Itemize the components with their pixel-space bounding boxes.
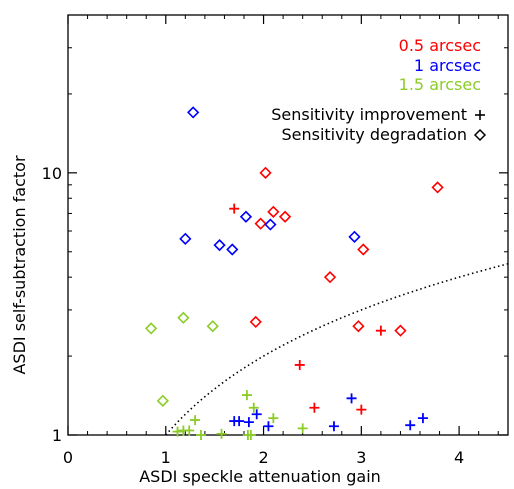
axis-ticks: [67, 15, 508, 436]
x-tick-label: 2: [258, 448, 268, 467]
point-diamond-s2-2: [206, 320, 219, 333]
legend-marker-label-0: Sensitivity improvement: [271, 105, 467, 124]
y-tick-label: 1: [52, 426, 62, 445]
point-diamond-s0-6: [323, 271, 337, 284]
point-diamond-s0-9: [394, 324, 407, 337]
x-axis-title: ASDI speckle attenuation gain: [139, 467, 381, 486]
point-diamond-s1-4: [348, 230, 361, 243]
point-diamond-s0-2: [267, 205, 280, 218]
point-diamond-s1-0: [187, 106, 200, 119]
point-plus-s0-12: [294, 359, 305, 370]
point-plus-s1-9: [243, 417, 254, 428]
point-diamond-s0-8: [352, 320, 365, 333]
point-diamond-s1-2: [264, 218, 277, 231]
legend: 0.5 arcsec 1 arcsec 1.5 arcsec Sensitivi…: [271, 36, 487, 144]
legend-plus-symbol: [475, 110, 485, 120]
point-plus-s2-8: [195, 430, 206, 440]
y-axis-title: ASDI self-subtraction factor: [10, 155, 29, 375]
point-diamond-s0-4: [254, 217, 267, 230]
point-plus-s1-15: [417, 413, 428, 424]
point-plus-s2-9: [216, 428, 227, 439]
point-diamond-s0-1: [431, 181, 444, 194]
legend-marker-label-1: Sensitivity degradation: [281, 125, 467, 144]
point-diamond-s0-0: [259, 166, 272, 179]
data-points: [144, 106, 444, 440]
point-diamond-s2-0: [144, 322, 158, 335]
point-plus-s1-13: [346, 393, 357, 404]
point-plus-s2-13: [248, 402, 259, 413]
y-tick-label: 10: [42, 164, 62, 183]
point-plus-s2-10: [241, 390, 252, 401]
point-diamond-s1-3: [179, 232, 192, 245]
point-plus-s2-15: [297, 423, 308, 434]
point-diamond-s0-3: [278, 210, 292, 223]
point-plus-s1-10: [251, 409, 262, 420]
point-plus-s2-6: [184, 425, 195, 436]
boundary-curve: [165, 262, 509, 436]
point-plus-s1-11: [263, 421, 274, 432]
legend-diamond-symbol: [473, 128, 487, 142]
point-plus-s0-13: [309, 402, 320, 413]
point-diamond-s2-1: [177, 311, 190, 324]
x-tick-label: 3: [356, 448, 366, 467]
point-plus-s1-14: [405, 420, 416, 431]
point-diamond-s0-7: [249, 315, 262, 329]
legend-separation-2: 1.5 arcsec: [399, 75, 481, 94]
point-plus-s0-10: [229, 203, 240, 214]
point-plus-s2-4: [172, 426, 183, 437]
legend-separation-1: 1 arcsec: [414, 56, 481, 75]
point-plus-s2-7: [190, 415, 201, 426]
point-plus-s1-12: [328, 421, 339, 432]
point-diamond-s1-1: [239, 210, 253, 223]
point-diamond-s1-5: [213, 238, 226, 252]
legend-separation-0: 0.5 arcsec: [399, 36, 481, 55]
x-tick-label: 4: [454, 448, 464, 467]
plot-frame: [67, 14, 509, 436]
point-plus-s2-12: [245, 430, 256, 440]
point-plus-s1-8: [234, 416, 245, 427]
point-diamond-s2-3: [156, 394, 169, 407]
x-tick-label: 1: [161, 448, 171, 467]
point-plus-s2-14: [268, 413, 279, 424]
point-plus-s0-14: [356, 404, 367, 415]
point-diamond-s0-5: [357, 243, 370, 256]
point-plus-s0-11: [375, 325, 386, 336]
point-diamond-s1-6: [226, 243, 239, 256]
x-tick-label: 0: [63, 448, 73, 467]
